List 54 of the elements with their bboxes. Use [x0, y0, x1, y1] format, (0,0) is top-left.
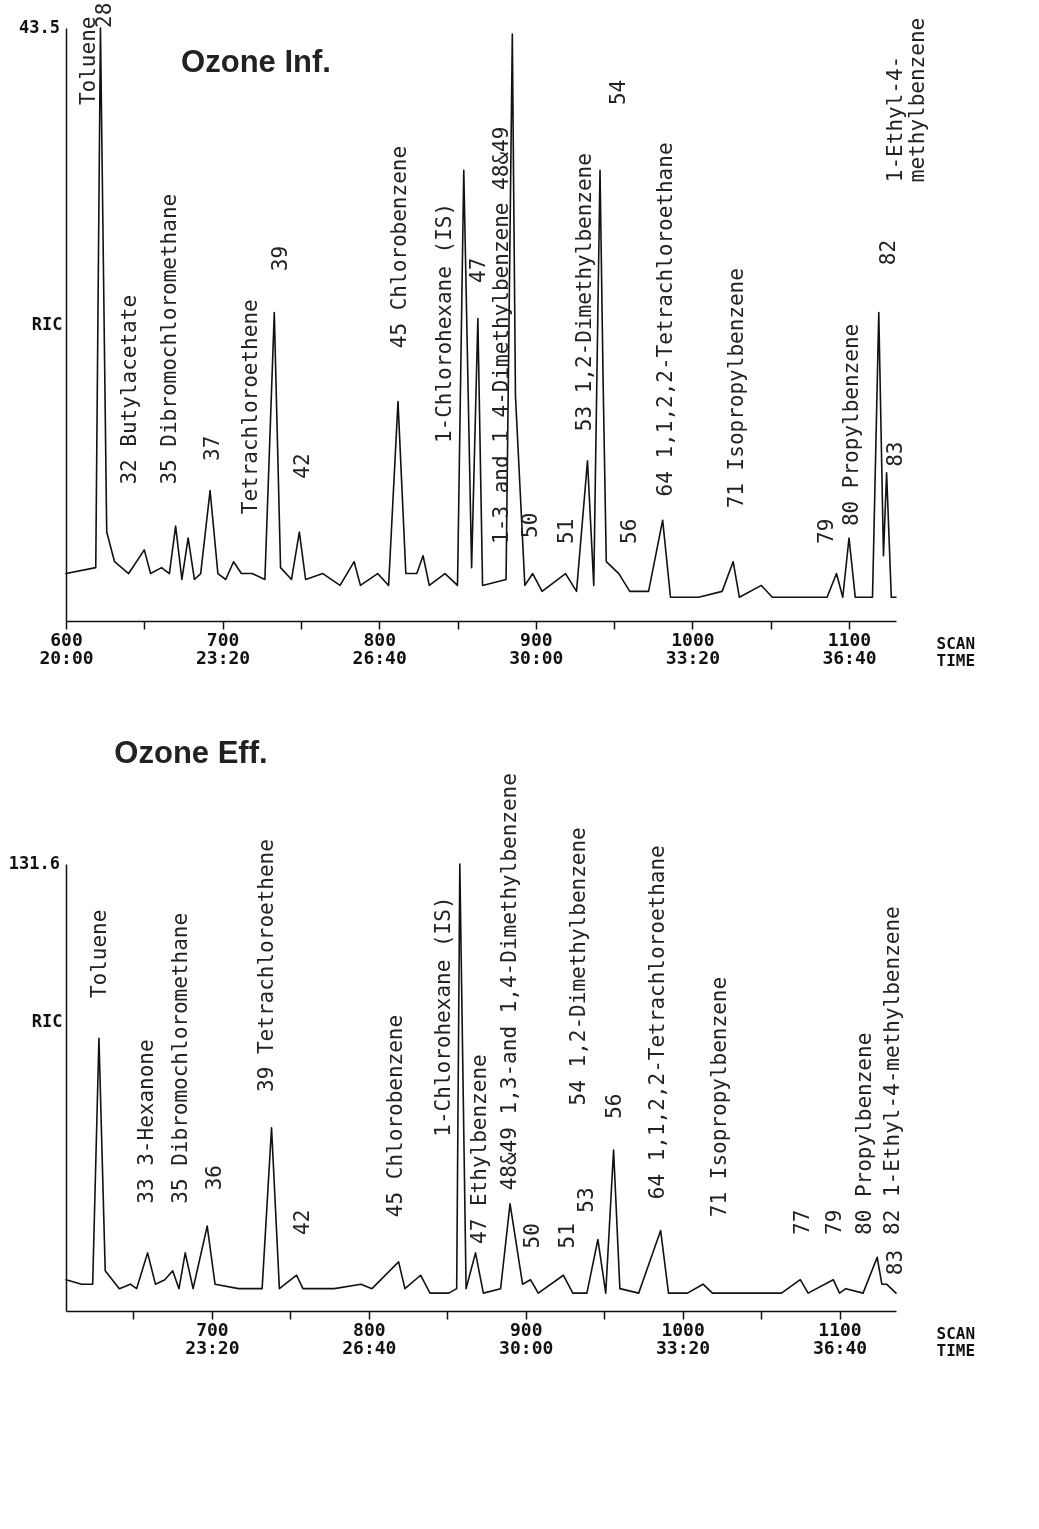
annotation: 42 [289, 1209, 314, 1236]
annotation: 71 Isopropylbenzene [707, 976, 732, 1218]
annotation: 50 [520, 1223, 545, 1249]
annotation: 77 [790, 1209, 815, 1236]
annotation: 80 Propylbenzene [839, 323, 864, 527]
y-axis-title: RIC [31, 1011, 63, 1032]
annotation: 35 Dibromochloromethane [167, 912, 192, 1204]
annotation: Toluene [87, 909, 112, 999]
annotation: 39 Tetrachloroethene [253, 839, 278, 1092]
annotation: 53 1,2-Dimethylbenzene [571, 153, 596, 432]
annotation: 51 [554, 518, 579, 544]
annotation: 47 Ethylbenzene [467, 1054, 492, 1244]
annotation: 64 1,1,2,2-Tetrachloroethane [644, 845, 669, 1200]
annotation: 42 [289, 453, 314, 479]
annotation: 39 [267, 245, 292, 272]
annotation: 56 [616, 518, 641, 544]
annotation: 54 1,2-Dimethylbenzene [565, 827, 590, 1106]
annotation: 83 [883, 1249, 907, 1276]
text: Ozone Inf. [181, 44, 331, 79]
annotation: 64 1,1,2,2-Tetrachloroethane [653, 142, 678, 497]
annotation: 56 [602, 1093, 627, 1119]
annotation: 1-Ethyl-4- methylbenzene [883, 17, 929, 183]
annotation: 37 [199, 435, 224, 461]
text: 43.5 [19, 17, 60, 37]
annotation: 80 Propylbenzene [852, 1032, 877, 1236]
x2-axis-title: TIME [936, 650, 976, 670]
annotation: 79 [814, 518, 839, 544]
annotation: 50 [517, 512, 542, 538]
annotation: Tetrachloroethene [238, 299, 263, 515]
annotation: 51 [555, 1223, 580, 1249]
annotation: 32 Butylacetate [116, 294, 141, 485]
annotation: 33 3-Hexanone [134, 1039, 159, 1204]
annotation: 54 [605, 79, 630, 106]
annotation: 45 Chlorobenzene [386, 145, 411, 349]
chart-title: Ozone Eff. [114, 735, 268, 770]
annotation: 53 [574, 1187, 599, 1213]
annotation: 1-Chlorohexane (IS) [432, 202, 457, 444]
x-axis-title: SCAN [936, 633, 976, 653]
annotation: 1-3 and 1 4-Dimethylbenzene 48&49 [488, 126, 513, 544]
annotation: 1-Chlorohexane (IS) [431, 896, 456, 1137]
annotation: 45 Chlorobenzene [382, 1014, 407, 1218]
annotation: 47 [466, 257, 491, 283]
annotation: 79 [821, 1209, 846, 1236]
annotation: 35 Dibromochloromethane [156, 193, 181, 485]
annotation: 36 [202, 1165, 227, 1191]
x-axis-title: SCAN [936, 1323, 976, 1343]
annotation: 82 [876, 239, 901, 266]
text: 131.6 [8, 853, 60, 873]
annotation: 82 1-Ethyl-4-methylbenzene [879, 906, 904, 1236]
y-axis-title: RIC [31, 314, 63, 334]
annotation: 83 [883, 441, 907, 467]
annotation: 71 Isopropylbenzene [723, 268, 748, 509]
annotation: 48&49 1,3-and 1,4-Dimethylbenzene [497, 773, 522, 1191]
x2-axis-title: TIME [936, 1340, 976, 1360]
